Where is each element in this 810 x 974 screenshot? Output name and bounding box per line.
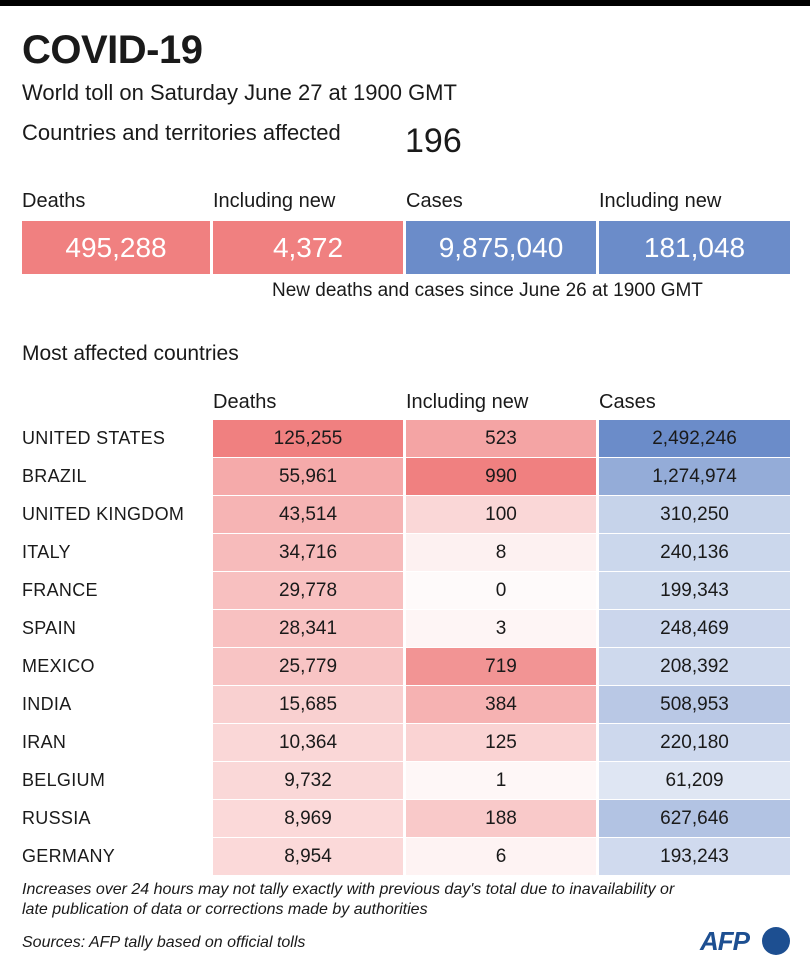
country-name: RUSSIA [22,808,91,828]
new-deaths-cell: 6 [406,838,596,875]
summary-deaths-label: Deaths [22,190,86,212]
cases-cell: 61,209 [599,762,790,799]
cases-cell: 193,243 [599,838,790,875]
country-name: IRAN [22,732,67,752]
page-subtitle: World toll on Saturday June 27 at 1900 G… [22,80,457,105]
new-deaths-cell: 188 [406,800,596,837]
cases-cell: 208,392 [599,648,790,685]
new-deaths-cell: 719 [406,648,596,685]
cases-cell: 1,274,974 [599,458,790,495]
summary-deaths-new-label: Including new [213,190,336,212]
cases-cell: 248,469 [599,610,790,647]
table-row: MEXICO 25,779 719 208,392 [0,648,810,686]
new-deaths-cell: 3 [406,610,596,647]
country-name: ITALY [22,542,71,562]
country-name: INDIA [22,694,72,714]
table-row: BRAZIL 55,961 990 1,274,974 [0,458,810,496]
new-deaths-cell: 0 [406,572,596,609]
summary-deaths-box: 495,288 [22,221,210,274]
page-title: COVID-19 [22,28,203,72]
cases-cell: 627,646 [599,800,790,837]
afp-logo-text: AFP [700,926,750,956]
table-row: ITALY 34,716 8 240,136 [0,534,810,572]
summary-deaths-new-box: 4,372 [213,221,403,274]
table-row: GERMANY 8,954 6 193,243 [0,838,810,876]
section-title: Most affected countries [22,342,239,365]
table-row: UNITED KINGDOM 43,514 100 310,250 [0,496,810,534]
deaths-cell: 8,969 [213,800,403,837]
country-name: BELGIUM [22,770,106,790]
deaths-cell: 25,779 [213,648,403,685]
table-row: FRANCE 29,778 0 199,343 [0,572,810,610]
affected-label: Countries and territories affected [22,120,341,145]
affected-value: 196 [405,122,462,160]
deaths-cell: 15,685 [213,686,403,723]
deaths-cell: 28,341 [213,610,403,647]
cases-cell: 240,136 [599,534,790,571]
table-row: BELGIUM 9,732 1 61,209 [0,762,810,800]
footnote: Increases over 24 hours may not tally ex… [22,881,675,918]
country-name: SPAIN [22,618,77,638]
table-row: IRAN 10,364 125 220,180 [0,724,810,762]
deaths-cell: 29,778 [213,572,403,609]
country-name: GERMANY [22,846,116,866]
table-row: SPAIN 28,341 3 248,469 [0,610,810,648]
column-header-cases: Cases [599,391,656,413]
cases-cell: 310,250 [599,496,790,533]
new-deaths-cell: 100 [406,496,596,533]
summary-cases-label: Cases [406,190,463,212]
summary-cases-new-box: 181,048 [599,221,790,274]
summary-note: New deaths and cases since June 26 at 19… [272,280,703,301]
cases-cell: 220,180 [599,724,790,761]
deaths-cell: 125,255 [213,420,403,457]
new-deaths-cell: 8 [406,534,596,571]
country-name: UNITED STATES [22,428,166,448]
deaths-cell: 8,954 [213,838,403,875]
deaths-cell: 9,732 [213,762,403,799]
deaths-cell: 10,364 [213,724,403,761]
new-deaths-cell: 1 [406,762,596,799]
table-row: RUSSIA 8,969 188 627,646 [0,800,810,838]
table-row: INDIA 15,685 384 508,953 [0,686,810,724]
country-name: UNITED KINGDOM [22,504,185,524]
country-name: FRANCE [22,580,98,600]
top-bar [0,0,810,6]
afp-logo: AFP [700,926,792,956]
new-deaths-cell: 384 [406,686,596,723]
summary-cases-new-label: Including new [599,190,722,212]
country-name: MEXICO [22,656,95,676]
deaths-cell: 55,961 [213,458,403,495]
new-deaths-cell: 523 [406,420,596,457]
cases-cell: 199,343 [599,572,790,609]
country-name: BRAZIL [22,466,87,486]
deaths-cell: 34,716 [213,534,403,571]
summary-cases-box: 9,875,040 [406,221,596,274]
cases-cell: 508,953 [599,686,790,723]
column-header-including-new: Including new [406,391,529,413]
sources-note: Sources: AFP tally based on official tol… [22,934,306,951]
new-deaths-cell: 125 [406,724,596,761]
cases-cell: 2,492,246 [599,420,790,457]
table-row: UNITED STATES 125,255 523 2,492,246 [0,420,810,458]
new-deaths-cell: 990 [406,458,596,495]
column-header-deaths: Deaths [213,391,277,413]
afp-logo-dot-icon [762,927,790,955]
deaths-cell: 43,514 [213,496,403,533]
